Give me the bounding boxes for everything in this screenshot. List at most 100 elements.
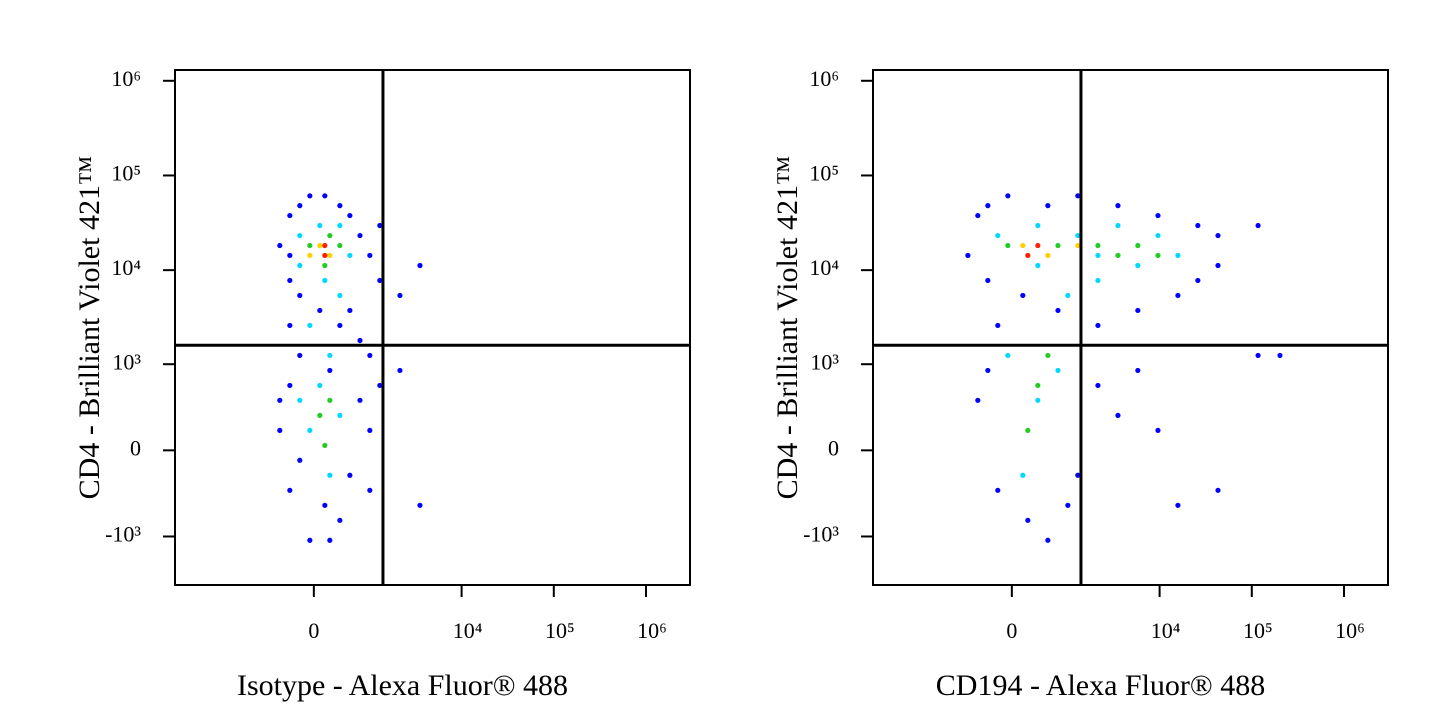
event-dot [317, 307, 323, 314]
event-dot [327, 537, 333, 543]
event-dot [327, 252, 333, 259]
event-dot [322, 442, 328, 449]
event-dot [357, 397, 363, 403]
y-tick-label: 10⁶ [111, 66, 141, 91]
event-dot [307, 242, 313, 249]
event-dot [277, 427, 283, 434]
y-tick-label: 10⁵ [809, 161, 839, 186]
event-dot [367, 352, 373, 359]
event-dot [317, 412, 323, 418]
event-dot [297, 232, 303, 239]
event-dot [347, 212, 353, 219]
event-dot [287, 252, 293, 259]
event-dot [1025, 427, 1031, 434]
event-dot [307, 427, 313, 434]
event-dot [1175, 502, 1181, 508]
event-dot [1115, 252, 1121, 259]
event-dot [1035, 222, 1041, 229]
event-dot [1135, 262, 1141, 269]
event-dot [1175, 252, 1181, 259]
event-dot [317, 222, 323, 229]
event-dot [377, 382, 383, 389]
y-tick-label: 10⁵ [111, 161, 141, 186]
event-dot [1055, 367, 1061, 374]
event-dot [297, 262, 303, 269]
x-axis-label: CD194 - Alexa Fluor® 488 [936, 669, 1265, 702]
event-dot [417, 502, 423, 508]
event-dot [1095, 242, 1101, 249]
event-dot [1095, 277, 1101, 284]
event-dot [1035, 397, 1041, 403]
x-tick-label: 10⁶ [1335, 618, 1365, 643]
event-dot [1020, 472, 1026, 478]
event-dot [985, 277, 991, 284]
event-dot [1025, 517, 1031, 523]
event-dot [297, 203, 303, 209]
event-dot [317, 382, 323, 389]
event-dot [1020, 242, 1026, 249]
y-tick-label: -10³ [105, 522, 141, 547]
y-tick-label: 10⁴ [111, 255, 141, 280]
event-dot [322, 242, 328, 249]
event-dot [1005, 193, 1011, 199]
x-tick-label: 10⁶ [637, 618, 667, 643]
event-dot [995, 232, 1001, 239]
event-dot [327, 232, 333, 239]
event-dot [1155, 232, 1161, 239]
y-tick-label: 0 [130, 435, 141, 460]
event-dot [287, 322, 293, 329]
event-dot [1135, 367, 1141, 374]
event-dot [1075, 193, 1081, 199]
event-dot [1277, 352, 1283, 359]
event-dot [1075, 472, 1081, 478]
event-dot [1195, 277, 1201, 284]
event-dot [357, 337, 363, 344]
event-dot [322, 502, 328, 508]
event-dot [297, 352, 303, 359]
event-dot [347, 472, 353, 478]
event-dot [307, 193, 313, 199]
event-dot [297, 397, 303, 403]
event-dot [322, 262, 328, 269]
event-dot [397, 292, 403, 299]
event-dot [297, 292, 303, 299]
event-dot [322, 193, 328, 199]
event-dot [287, 382, 293, 389]
event-dot [1045, 352, 1051, 359]
event-dot [1215, 262, 1221, 269]
x-tick-label: 10⁵ [1243, 618, 1273, 643]
event-dot [1065, 502, 1071, 508]
event-dot [1035, 262, 1041, 269]
y-tick-label: 10⁶ [809, 66, 839, 91]
event-dot [965, 252, 971, 259]
event-dot [367, 487, 373, 493]
event-dot [1055, 307, 1061, 314]
event-dot [327, 352, 333, 359]
event-dot [1155, 427, 1161, 434]
event-dot [347, 307, 353, 314]
event-dot [1095, 322, 1101, 329]
event-dot [297, 457, 303, 463]
event-dot [1075, 232, 1081, 239]
event-dot [347, 252, 353, 259]
event-dot [1215, 487, 1221, 493]
event-dot [277, 397, 283, 403]
y-tick-label: 10³ [112, 349, 141, 374]
event-dot [327, 367, 333, 374]
event-dot [317, 242, 323, 249]
event-dot [367, 252, 373, 259]
event-dot [1045, 252, 1051, 259]
event-dot [1215, 232, 1221, 239]
y-tick-label: 10⁴ [809, 255, 839, 280]
y-axis-label: CD4 - Brilliant Violet 421™ [73, 156, 106, 500]
event-dot [985, 367, 991, 374]
event-dot [327, 472, 333, 478]
event-dot [287, 277, 293, 284]
event-dot [337, 517, 343, 523]
event-dot [1045, 203, 1051, 209]
event-dot [1025, 252, 1031, 259]
x-axis-label: Isotype - Alexa Fluor® 488 [237, 669, 568, 702]
event-dot [322, 277, 328, 284]
event-dot [307, 322, 313, 329]
